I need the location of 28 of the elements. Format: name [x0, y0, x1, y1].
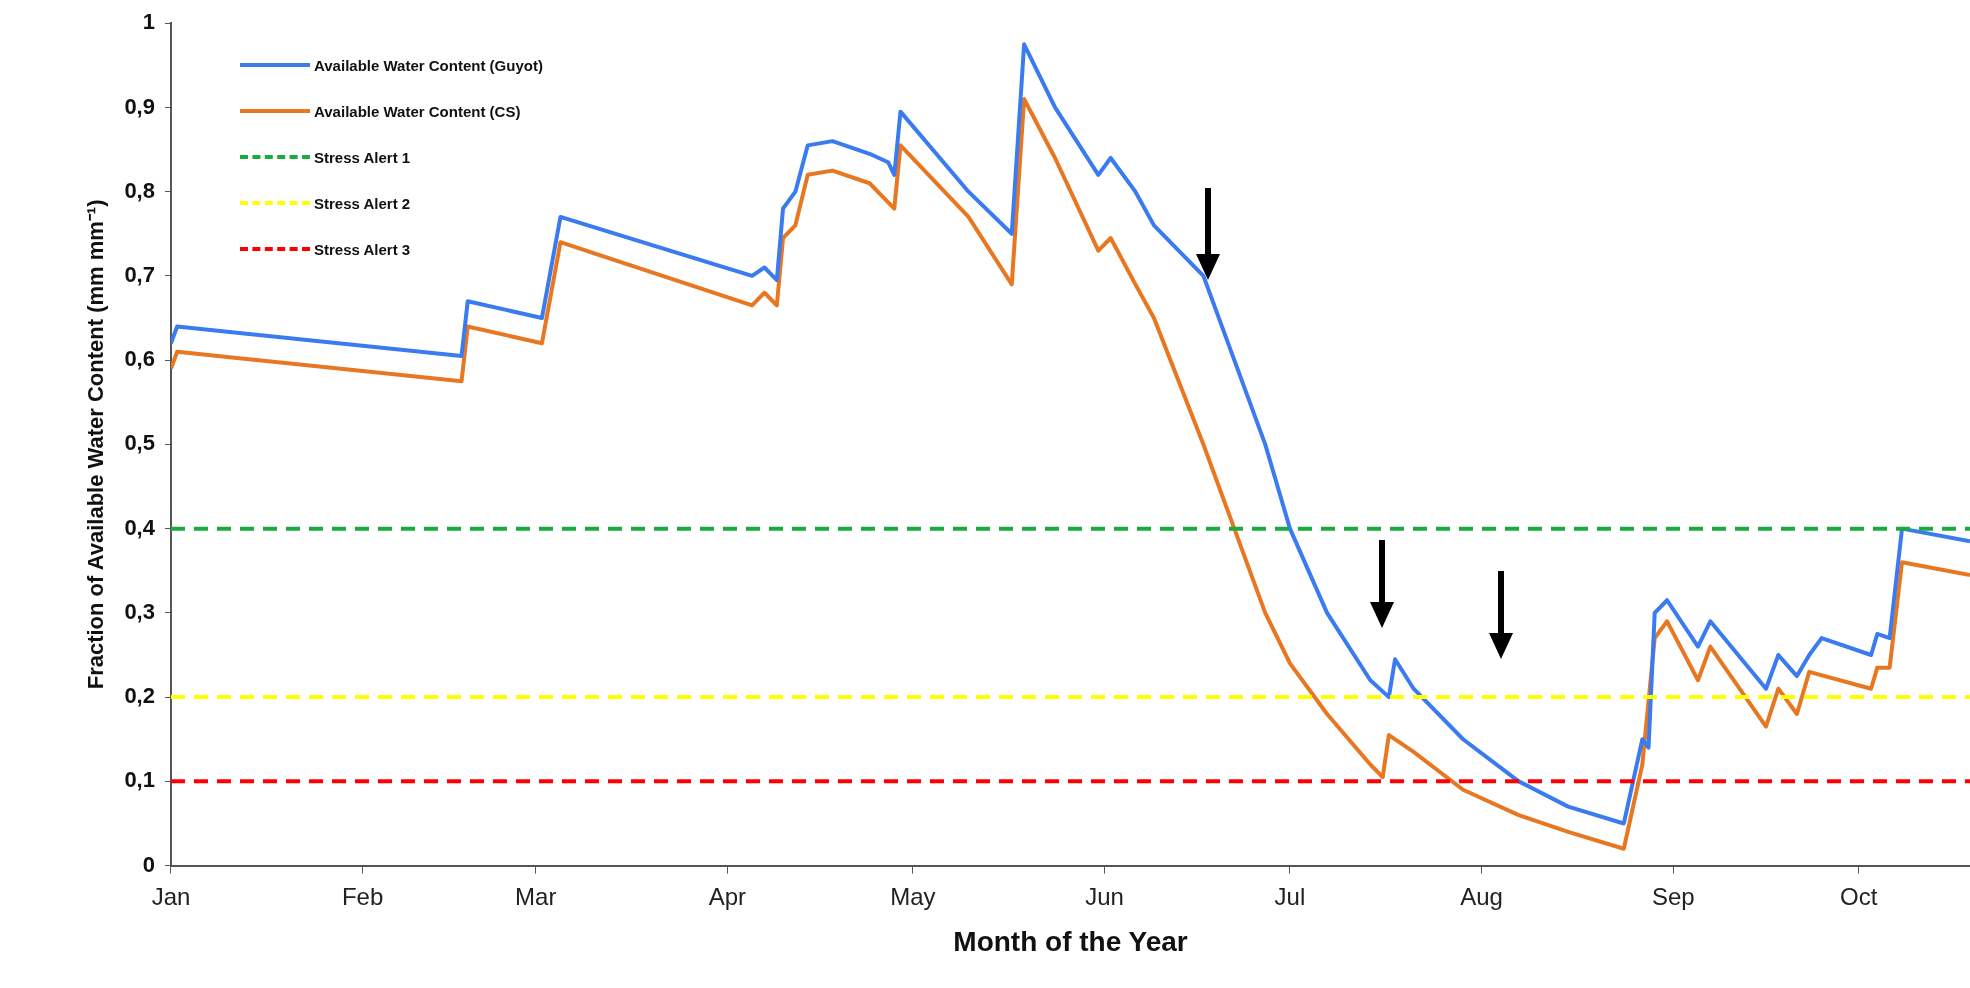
y-tick-label: 0: [142, 851, 155, 877]
y-tick-label: 0,3: [124, 598, 155, 624]
y-tick-label: 0,7: [124, 261, 155, 287]
y-tick-label: 0,2: [124, 683, 155, 709]
y-tick-label: 0,5: [124, 430, 155, 456]
y-tick-label: 0,6: [124, 346, 155, 372]
legend-label: Available Water Content (CS): [314, 102, 521, 120]
y-tick-label: 1: [142, 9, 155, 35]
x-tick-label: Feb: [341, 882, 384, 910]
x-tick-label: Sep: [1651, 882, 1695, 910]
x-tick-label: Jan: [151, 882, 191, 910]
y-tick-label: 0,4: [124, 514, 156, 540]
x-tick-label: Jul: [1274, 882, 1306, 910]
x-axis-title: Month of the Year: [953, 925, 1188, 957]
x-tick-label: Apr: [708, 882, 747, 910]
legend-label: Stress Alert 3: [314, 240, 411, 258]
y-tick-label: 0,8: [124, 177, 155, 203]
legend-label: Stress Alert 1: [314, 148, 411, 166]
x-tick-label: Aug: [1460, 882, 1503, 910]
x-tick-label: Oct: [1840, 882, 1878, 910]
x-tick-label: Mar: [515, 882, 557, 910]
y-axis-title: Fraction of Available Water Content (mm mm⁻¹): [83, 199, 109, 690]
y-tick-label: 0,9: [124, 93, 155, 119]
legend-label: Stress Alert 2: [314, 194, 411, 212]
x-tick-label: May: [890, 882, 936, 910]
x-tick-label: Jun: [1085, 882, 1124, 910]
y-tick-label: 0,1: [124, 767, 155, 793]
legend-label: Available Water Content (Guyot): [314, 56, 543, 74]
